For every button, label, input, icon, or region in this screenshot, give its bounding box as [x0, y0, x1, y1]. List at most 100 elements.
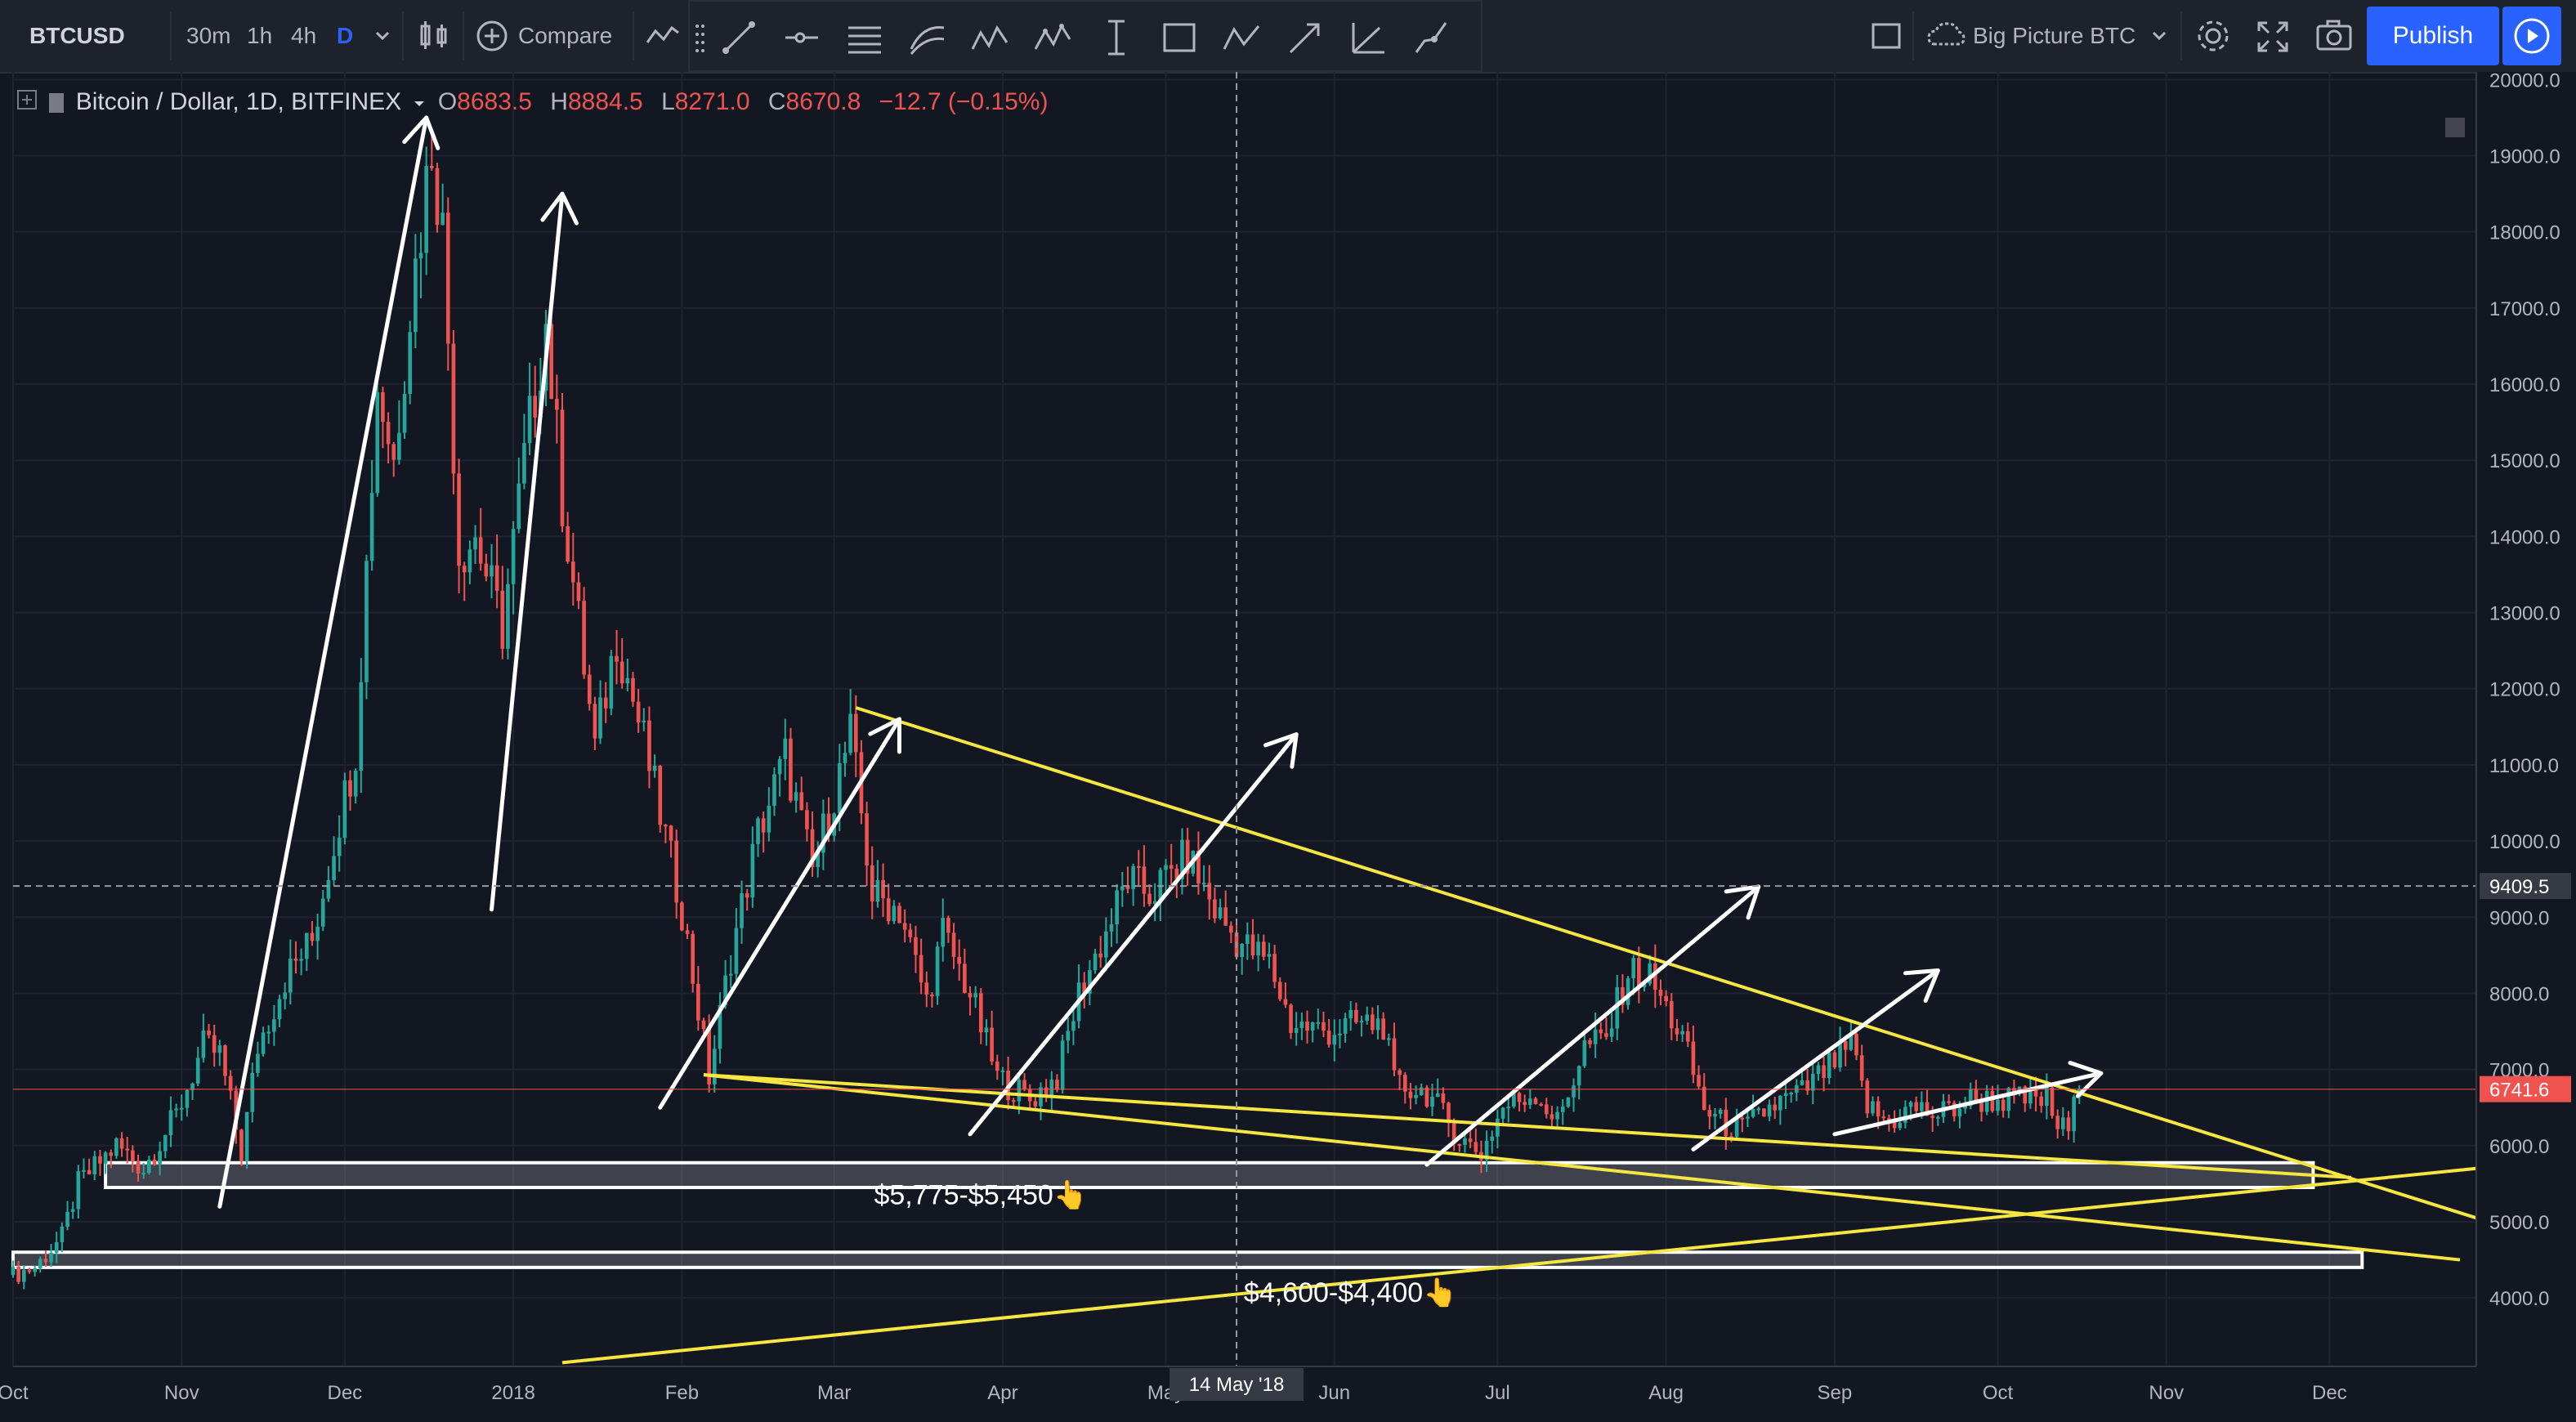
candle — [391, 441, 396, 477]
settings-gear-icon[interactable] — [2190, 0, 2236, 72]
xabcd-pattern-icon[interactable] — [969, 16, 1012, 59]
candle-body — [1566, 1097, 1571, 1107]
candle-body — [386, 422, 391, 445]
candle-body — [190, 1083, 195, 1091]
legend-close-value: 8670.8 — [785, 88, 861, 115]
candle — [445, 197, 450, 371]
candle-body — [984, 1027, 989, 1033]
candle — [1626, 976, 1630, 1010]
candle — [1604, 1017, 1608, 1040]
arrow-icon[interactable] — [1284, 16, 1326, 59]
candle — [103, 1151, 108, 1174]
candle — [1914, 1096, 1919, 1116]
candle — [223, 1044, 227, 1086]
elliott-wave-icon[interactable] — [1032, 16, 1075, 59]
candle — [805, 802, 809, 842]
candle-body — [1751, 1108, 1755, 1117]
candle-body — [1294, 1027, 1299, 1033]
candle-body — [147, 1160, 151, 1174]
arrow-shaft — [1832, 1071, 2104, 1137]
abcd-pattern-icon[interactable] — [1221, 16, 1263, 59]
candle — [397, 400, 401, 465]
drawing-toolbar — [688, 0, 1483, 72]
horizontal-ray-icon[interactable] — [780, 16, 823, 59]
time-tick-label: Dec — [2312, 1382, 2347, 1404]
candle — [1207, 865, 1212, 920]
date-range-icon[interactable] — [1095, 16, 1138, 59]
candle — [1838, 1026, 1842, 1072]
replay-play-button[interactable] — [2502, 7, 2561, 65]
candle — [1496, 1109, 1500, 1149]
candle-body — [1147, 893, 1152, 905]
legend-expand-icon[interactable] — [16, 89, 38, 117]
candle — [1152, 883, 1157, 922]
parallel-channel-icon[interactable] — [843, 16, 886, 59]
candles-chart-type-icon[interactable] — [414, 0, 454, 72]
candle — [1810, 1062, 1815, 1105]
candle-body — [1207, 883, 1212, 900]
candle-body — [691, 933, 695, 984]
candle — [1816, 1062, 1821, 1081]
candle-body — [853, 713, 858, 753]
candle — [1539, 1102, 1543, 1107]
candle-body — [1365, 1014, 1370, 1022]
candle-body — [1637, 958, 1641, 987]
candle-body — [1359, 1021, 1364, 1023]
candle — [865, 801, 869, 887]
scale-toggle-icon[interactable] — [2445, 118, 2465, 137]
candle — [1582, 1033, 1587, 1068]
candle — [1305, 1010, 1309, 1044]
publish-button[interactable]: Publish — [2367, 7, 2499, 65]
interval-1h[interactable]: 1h — [247, 23, 273, 48]
brush-icon[interactable] — [1410, 16, 1452, 59]
camera-snapshot-icon[interactable] — [2313, 0, 2355, 72]
candle — [1675, 1018, 1679, 1041]
candle — [1555, 1106, 1559, 1128]
interval-30m[interactable]: 30m — [186, 23, 231, 48]
candle — [1881, 1110, 1886, 1122]
interval-4h[interactable]: 4h — [291, 23, 317, 48]
candle — [1783, 1080, 1788, 1109]
candle — [1136, 850, 1141, 886]
price-tick-label: 6000.0 — [2489, 1136, 2549, 1158]
legend-symbol-title[interactable]: Bitcoin / Dollar, 1D, BITFINEX — [75, 88, 402, 115]
compare-button[interactable]: Compare — [476, 0, 615, 72]
indicators-icon[interactable] — [644, 0, 682, 72]
interval-d[interactable]: D — [337, 23, 354, 48]
candle-body — [1169, 865, 1174, 869]
symbol-search[interactable]: BTCUSD — [29, 23, 125, 48]
candle — [87, 1158, 92, 1175]
drag-handle-icon[interactable] — [695, 21, 706, 54]
candle — [1762, 1108, 1766, 1117]
rectangle-select-icon[interactable] — [1868, 0, 1904, 72]
candle-body — [1702, 1086, 1706, 1111]
fib-retracement-icon[interactable] — [906, 16, 949, 59]
candle-body — [16, 1267, 20, 1282]
fullscreen-icon[interactable] — [2252, 0, 2293, 72]
arrow-head — [868, 717, 902, 754]
candle-body — [1533, 1098, 1538, 1104]
candle-body — [207, 1031, 211, 1035]
legend-caret-icon[interactable] — [413, 89, 426, 117]
legend-eye-icon[interactable] — [49, 93, 65, 114]
trend-line-icon[interactable] — [718, 16, 760, 59]
gann-icon[interactable] — [1347, 16, 1389, 59]
layout-selector[interactable]: Big Picture BTC — [1925, 0, 2171, 72]
candle-body — [1261, 941, 1266, 957]
interval-dropdown-chevron-icon[interactable] — [371, 0, 394, 72]
candle — [664, 824, 668, 843]
candle-body — [1055, 1080, 1059, 1090]
rectangle-icon[interactable] — [1158, 16, 1201, 59]
arrow-annotation — [1691, 968, 1940, 1151]
candle-body — [337, 838, 342, 856]
candle-body — [1920, 1102, 1924, 1111]
candle — [283, 982, 287, 1010]
candle — [332, 836, 336, 886]
candle-body — [990, 1027, 994, 1062]
candle-body — [1484, 1140, 1489, 1160]
candle — [441, 183, 445, 226]
candle-body — [1250, 934, 1255, 956]
candle — [789, 727, 793, 803]
candle — [1223, 890, 1228, 926]
